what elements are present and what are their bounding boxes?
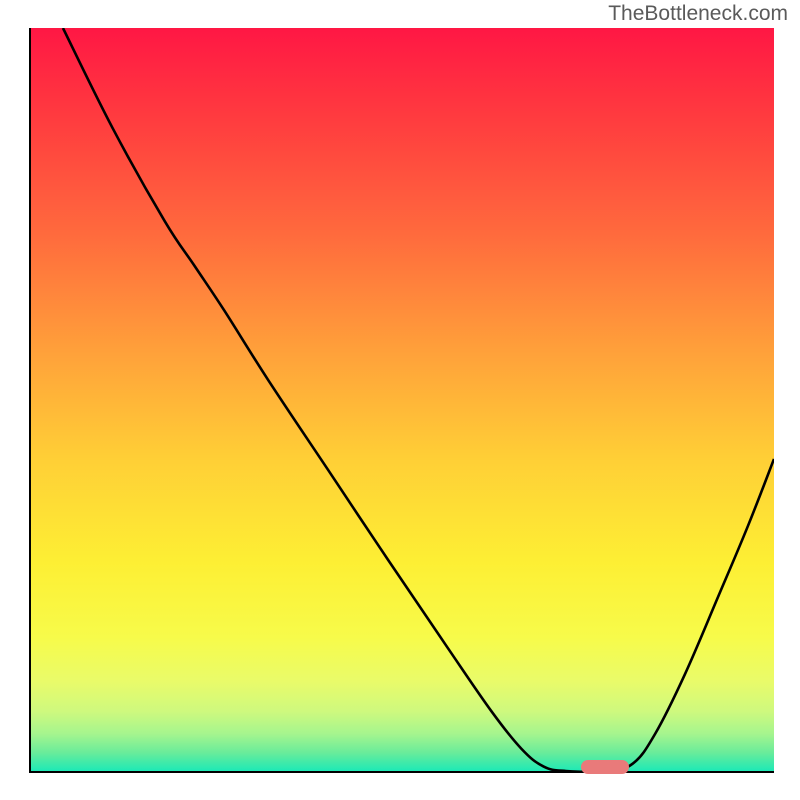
watermark-text: TheBottleneck.com — [608, 2, 788, 26]
plot-area — [29, 28, 774, 773]
bottleneck-curve — [31, 28, 774, 771]
optimal-marker — [581, 760, 629, 774]
